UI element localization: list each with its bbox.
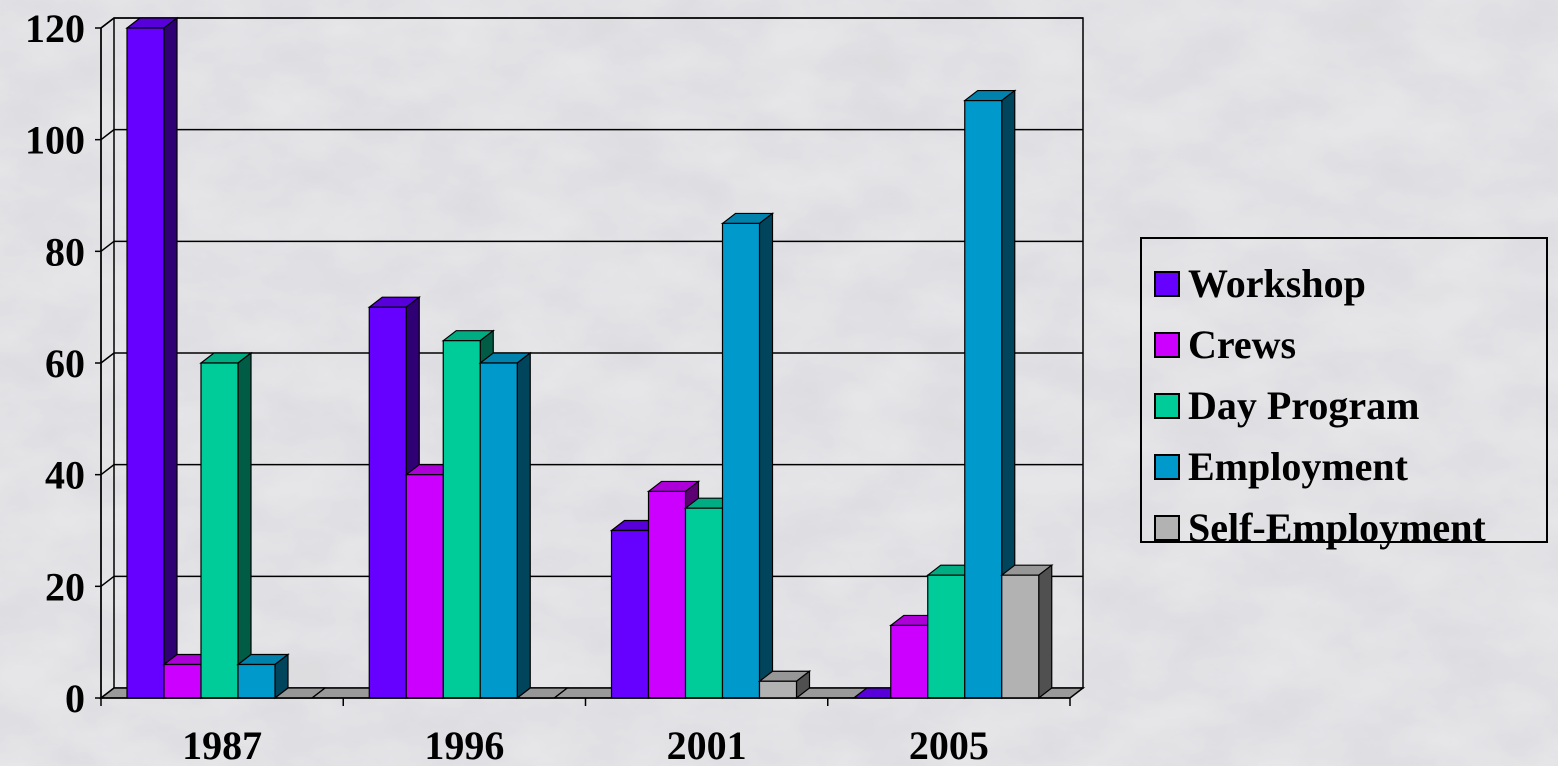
gridline (100, 17, 1083, 29)
legend: Workshop Crews Day Program Employment Self-E… (1140, 237, 1548, 547)
legend-item-day-program: Day Program (1154, 375, 1546, 436)
bar-workshop-1987 (125, 16, 179, 700)
legend-label: Employment (1188, 443, 1408, 489)
y-tick-label-100: 100 (25, 118, 85, 163)
legend-item-workshop: Workshop (1154, 253, 1546, 314)
legend-label: Crews (1188, 321, 1297, 367)
gridline (100, 128, 1083, 141)
y-tick-label-40: 40 (45, 453, 85, 498)
y-tick-label-0: 0 (65, 676, 85, 721)
legend-label: Workshop (1188, 260, 1366, 306)
legend-item-employment: Employment (1154, 436, 1546, 497)
legend-swatch (1154, 270, 1180, 297)
x-tick-label-2005: 2005 (909, 723, 989, 766)
y-tick-label-20: 20 (45, 564, 85, 609)
legend-swatch (1154, 392, 1180, 419)
axes (95, 27, 1071, 706)
x-tick-label-1987: 1987 (182, 723, 262, 766)
legend-item-crews: Crews (1154, 314, 1546, 375)
y-tick-label-120: 120 (25, 6, 85, 51)
x-axis-tick-labels: 1987 1996 2001 2005 (182, 723, 989, 766)
legend-swatch (1154, 514, 1180, 541)
bar-employment-1996 (478, 351, 533, 700)
x-tick-label-2001: 2001 (667, 723, 747, 766)
legend-item-self-employment: Self-Employment (1154, 497, 1546, 558)
bar-day-program-1987 (199, 351, 253, 700)
gridline (100, 240, 1083, 252)
legend-swatch (1154, 453, 1180, 480)
bar-employment-1987 (236, 653, 290, 700)
x-tick-label-1996: 1996 (424, 723, 504, 766)
legend-label: Day Program (1188, 382, 1420, 428)
bars (125, 16, 1054, 700)
y-tick-label-80: 80 (45, 229, 85, 274)
bar-self-employment-2001 (757, 670, 812, 700)
bar-self-employment-2005 (999, 563, 1054, 700)
legend-swatch (1154, 331, 1180, 358)
bar-employment-2001 (720, 212, 775, 700)
y-axis-tick-labels: 0 20 40 60 80 100 120 (25, 6, 85, 721)
legend-label: Self-Employment (1188, 504, 1486, 550)
y-tick-label-60: 60 (45, 341, 85, 386)
